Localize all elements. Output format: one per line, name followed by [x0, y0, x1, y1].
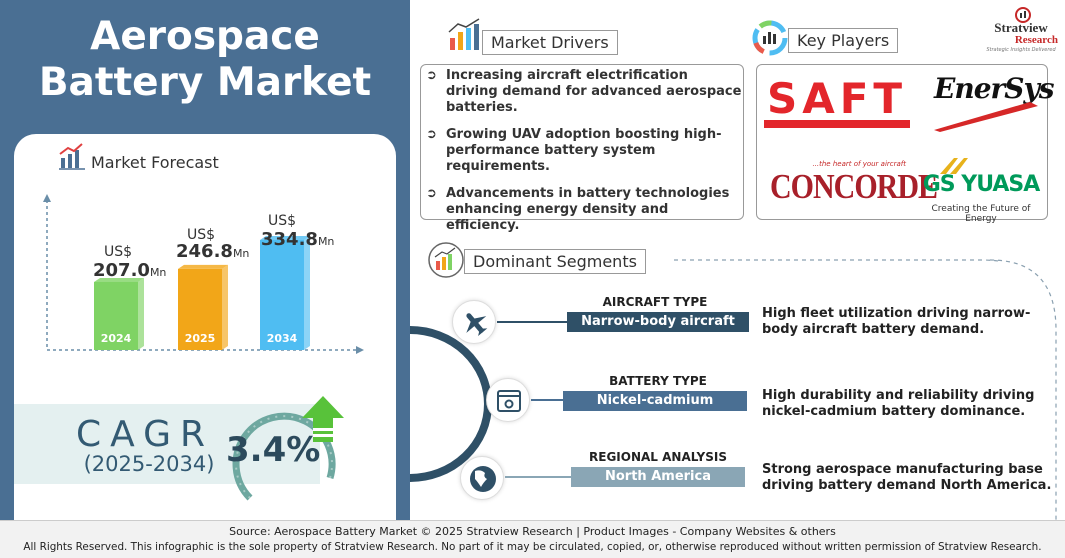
concorde-logo-text: CONCORDE	[770, 168, 938, 206]
segment-connector-2	[531, 399, 563, 401]
cagr-label: CAGR	[75, 414, 215, 455]
dominant-segments-icon	[428, 242, 464, 278]
bar-year-2034: 2034	[266, 332, 298, 345]
segment-value-3: North America	[571, 467, 745, 487]
forecast-heading: Market Forecast	[91, 153, 219, 172]
segment-value-2: Nickel-cadmium batteries	[563, 391, 747, 428]
bar-top-2025	[178, 264, 228, 269]
gsyuasa-mark-icon	[940, 158, 968, 174]
bar-side-2024	[138, 277, 144, 350]
market-drivers-icon	[448, 18, 480, 50]
market-drivers-box	[420, 64, 744, 220]
cagr-period: (2025-2034)	[83, 452, 215, 476]
segment-category-2: BATTERY TYPE	[609, 374, 707, 388]
key-players-box	[756, 64, 1048, 220]
segment-value-1: Narrow-body aircraft	[567, 312, 749, 332]
globe-icon	[470, 466, 496, 492]
bar-year-2024: 2024	[100, 332, 132, 345]
airplane-icon	[466, 313, 488, 337]
chart-trend-icon	[59, 143, 85, 170]
dominant-segments-heading: Dominant Segments	[464, 249, 646, 274]
bar-value-2024: 207.0Mn	[93, 260, 167, 281]
page-title: Aerospace Battery Market	[0, 14, 410, 106]
settings-window-icon	[497, 390, 521, 412]
bar-2025	[178, 268, 222, 350]
bar-top-2034	[260, 235, 310, 240]
gsyuasa-logo-text: GS YUASA	[922, 172, 1041, 197]
title-line-2: Battery Market	[38, 60, 372, 105]
stratview-mark-icon	[1015, 7, 1031, 23]
segment-category-1: AIRCRAFT TYPE	[602, 295, 708, 309]
stratview-logo: Stratview Research Strategic Insights De…	[980, 6, 1062, 56]
arrow-icon: ➲	[426, 186, 437, 201]
concorde-tagline: ...the heart of your aircraft	[812, 160, 906, 168]
market-drivers-heading: Market Drivers	[482, 30, 618, 55]
arrow-icon: ➲	[426, 68, 437, 83]
segment-icon-region	[460, 456, 504, 500]
bar-2034	[260, 239, 304, 350]
cagr-ring	[232, 412, 336, 501]
segment-icon-battery	[486, 378, 530, 422]
bar-2024	[94, 281, 138, 350]
driver-item-1: ➲ Increasing aircraft electrification dri…	[426, 68, 742, 115]
segment-desc-1: High fleet utilization driving narrow-bo…	[762, 306, 1031, 337]
key-players-icon	[752, 20, 788, 56]
bar-year-2025: 2025	[184, 332, 216, 345]
saft-logo: SAFT	[764, 74, 910, 128]
segment-desc-3: Strong aerospace manufacturing base driv…	[762, 462, 1052, 493]
bar-value-2025: 246.8Mn	[176, 241, 250, 262]
footer-source: Source: Aerospace Battery Market © 2025 …	[229, 525, 836, 538]
segment-desc-2: High durability and reliability driving …	[762, 388, 1035, 419]
driver-item-3: ➲ Advancements in battery technologies en…	[426, 186, 730, 233]
segment-pill-line-1	[497, 312, 749, 332]
enersys-logo-text: EnerSys	[934, 72, 1055, 105]
driver-item-2: ➲ Growing UAV adoption boosting high-perf…	[426, 127, 722, 174]
bar-currency-2025: US$	[186, 227, 216, 243]
arrow-icon: ➲	[426, 127, 437, 142]
bar-currency-2024: US$	[103, 244, 133, 260]
growth-arrow-icon	[302, 396, 344, 442]
bar-side-2025	[222, 264, 228, 350]
saft-logo-text: SAFT	[766, 74, 908, 123]
stratview-tagline: Strategic Insights Delivered	[986, 47, 1056, 53]
bar-value-2034: 334.8Mn	[261, 229, 335, 250]
segment-icon-aircraft	[452, 300, 496, 344]
footer-rights: All Rights Reserved. This infographic is…	[23, 541, 1042, 553]
enersys-logo: EnerSys	[934, 72, 1055, 142]
footer	[0, 520, 1065, 558]
stratview-name: Stratview	[994, 20, 1048, 35]
forecast-chart	[43, 194, 364, 354]
cagr-value: 3.4%	[226, 430, 321, 470]
enersys-swoosh-icon	[934, 102, 1038, 132]
segments-decor	[674, 259, 998, 262]
bar-side-2034	[304, 235, 310, 350]
stratview-sub: Research	[1014, 34, 1058, 46]
segment-connector-3	[505, 476, 571, 478]
concorde-logo: ...the heart of your aircraft CONCORDE	[770, 160, 938, 206]
gsyuasa-tagline: Creating the Future of Energy	[931, 204, 1031, 224]
key-players-heading: Key Players	[788, 28, 899, 53]
bar-currency-2034: US$	[267, 213, 297, 229]
segments-border	[990, 259, 1057, 522]
title-line-1: Aerospace	[90, 14, 320, 59]
gsyuasa-logo: GS YUASA Creating the Future of Energy	[918, 156, 1044, 224]
segment-category-3: REGIONAL ANALYSIS	[589, 450, 727, 464]
bar-top-2024	[94, 277, 144, 282]
